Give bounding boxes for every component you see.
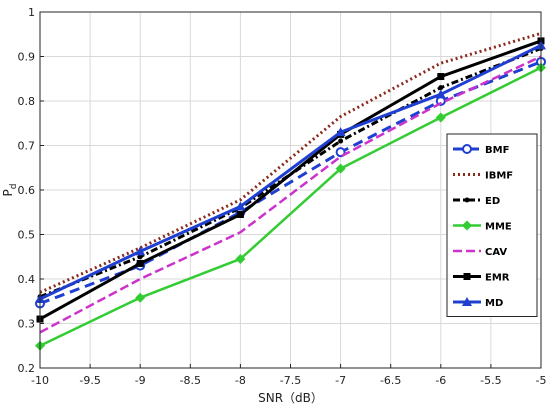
x-tick-label: -6 bbox=[435, 374, 446, 387]
data-point-mme bbox=[335, 163, 346, 174]
x-tick-label: -8.5 bbox=[180, 374, 201, 387]
legend-marker-emr bbox=[463, 273, 471, 280]
x-axis-label: SNR（dB） bbox=[258, 391, 323, 405]
legend-item-md: MD bbox=[453, 297, 503, 309]
data-point-md bbox=[435, 89, 446, 99]
legend-item-cav: CAV bbox=[453, 247, 507, 258]
legend-label-ed: ED bbox=[485, 196, 500, 207]
x-tick-label: -10 bbox=[31, 374, 49, 387]
y-tick-label: 0.2 bbox=[18, 362, 36, 375]
x-tick-label: -9 bbox=[135, 374, 146, 387]
legend-item-bmf: BMF bbox=[453, 144, 509, 156]
axis-ticks: -10 -9.5 -9 -8.5 -8 -7.5 -7 -6.5 -6 -5.5 -5 0.2 0.3 0… bbox=[18, 6, 547, 387]
x-tick-label: -6.5 bbox=[380, 374, 401, 387]
y-tick-label: 0.8 bbox=[18, 95, 36, 108]
y-tick-label: 0.5 bbox=[18, 229, 36, 242]
legend-label-bmf: BMF bbox=[485, 145, 509, 156]
series-line-ed bbox=[39, 47, 542, 299]
y-axis-label: Pd bbox=[1, 184, 19, 197]
series-line-md bbox=[39, 44, 542, 301]
data-point-emr bbox=[437, 73, 445, 81]
data-point-ed bbox=[137, 254, 143, 260]
series-line-mme bbox=[39, 66, 542, 347]
legend-item-ibmf: IBMF bbox=[453, 171, 513, 182]
data-point-emr bbox=[136, 259, 144, 267]
series-line-emr bbox=[39, 39, 542, 321]
data-point-md bbox=[135, 246, 146, 256]
legend-marker-mme bbox=[462, 220, 472, 231]
y-tick-label: 0.4 bbox=[18, 273, 36, 286]
data-point-md bbox=[335, 127, 346, 137]
legend-marker-md bbox=[462, 297, 472, 306]
legend-label-mme: MME bbox=[485, 222, 512, 233]
x-tick-label: -5.5 bbox=[480, 374, 501, 387]
series-line-ibmf bbox=[39, 31, 542, 294]
data-point-mme bbox=[135, 292, 146, 303]
x-tick-label: -8 bbox=[235, 374, 246, 387]
y-axis-label-main: P bbox=[1, 189, 15, 196]
series-mme bbox=[35, 62, 546, 351]
x-tick-label: -5 bbox=[536, 374, 547, 387]
data-point-md bbox=[235, 201, 246, 211]
series-cav bbox=[39, 55, 542, 334]
data-point-ed bbox=[438, 85, 444, 91]
data-point-ed bbox=[338, 138, 344, 144]
legend-marker-ed bbox=[464, 197, 470, 203]
data-point-mme bbox=[435, 112, 446, 123]
legend-item-emr: EMR bbox=[453, 273, 510, 284]
y-tick-label: 1 bbox=[28, 6, 35, 19]
y-tick-label: 0.6 bbox=[18, 184, 36, 197]
data-point-emr bbox=[236, 210, 244, 218]
series-ibmf bbox=[39, 31, 542, 294]
series-line-cav bbox=[39, 55, 542, 334]
y-tick-label: 0.3 bbox=[18, 318, 36, 331]
y-tick-label: 0.9 bbox=[18, 51, 36, 64]
legend-label-md: MD bbox=[485, 298, 503, 309]
data-point-mme bbox=[235, 253, 246, 264]
x-tick-label: -9.5 bbox=[79, 374, 100, 387]
legend-label-emr: EMR bbox=[485, 273, 510, 284]
legend-label-cav: CAV bbox=[485, 247, 507, 258]
legend-item-ed: ED bbox=[453, 196, 500, 207]
legend-label-ibmf: IBMF bbox=[485, 171, 513, 182]
x-tick-label: -7 bbox=[335, 374, 346, 387]
x-tick-label: -7.5 bbox=[280, 374, 301, 387]
y-axis-label-subscript: d bbox=[9, 184, 19, 190]
legend-item-mme: MME bbox=[453, 220, 512, 233]
y-tick-label: 0.7 bbox=[18, 140, 36, 153]
legend: BMF IBMF ED MME CAV EMR MD bbox=[446, 133, 538, 317]
legend-marker-bmf bbox=[462, 144, 472, 154]
